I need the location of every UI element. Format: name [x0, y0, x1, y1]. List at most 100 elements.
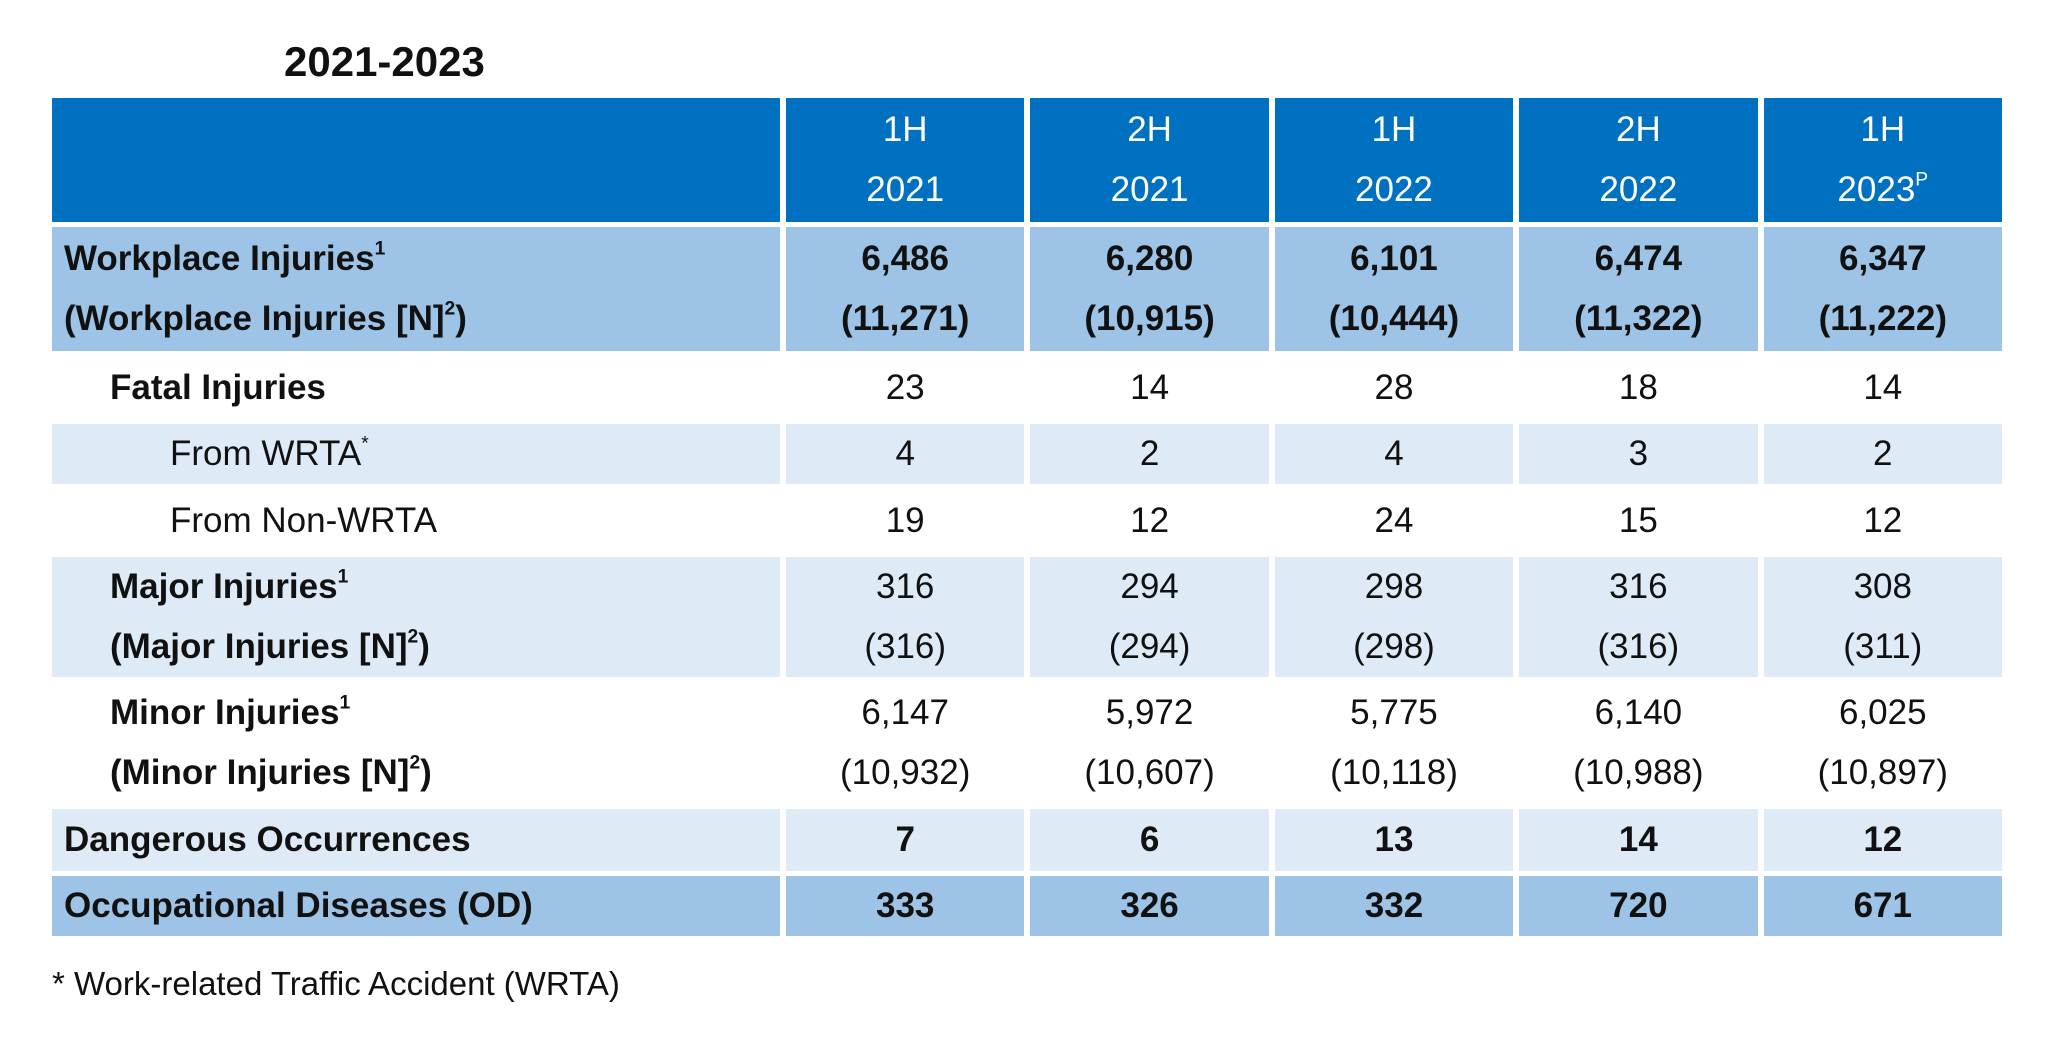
sublabel-superscript: 2 — [409, 752, 421, 774]
value-cell: 4 — [786, 424, 1025, 484]
column-period: 2H — [1127, 110, 1172, 149]
value-cell: 12 — [1030, 489, 1269, 552]
cell-value: 333 — [875, 886, 935, 925]
cell-value: 332 — [1364, 886, 1424, 925]
value-cell: 6,347 (11,222) — [1763, 227, 2002, 351]
cell-value: 316 — [1609, 567, 1668, 606]
row-label: From WRTA* — [52, 424, 780, 484]
value-cell: 15 — [1519, 489, 1758, 552]
cell-value: 308 — [1853, 567, 1912, 606]
label-text: From WRTA — [170, 434, 362, 473]
row-label: Dangerous Occurrences — [52, 809, 780, 871]
value-cell: 6,140 (10,988) — [1519, 682, 1758, 804]
table-head: 1H 2021 2H 2021 1H 2022 2H 2022 1H 2023P — [52, 98, 2002, 222]
header-row: 1H 2021 2H 2021 1H 2022 2H 2022 1H 2023P — [52, 98, 2002, 222]
label-text: Occupational Diseases (OD) — [64, 886, 533, 925]
value-cell: 671 — [1763, 876, 2002, 936]
cell-value: 6,474 — [1594, 239, 1683, 278]
cell-value: 12 — [1863, 500, 1903, 540]
cell-value: 23 — [885, 367, 925, 407]
value-cell: 6,280 (10,915) — [1030, 227, 1269, 351]
cell-value: 2 — [1873, 434, 1893, 473]
cell-value: 14 — [1130, 367, 1170, 407]
value-cell: 316 (316) — [1519, 557, 1758, 677]
row-label: Occupational Diseases (OD) — [52, 876, 780, 936]
cell-subvalue: (11,322) — [1574, 299, 1703, 338]
value-cell: 298 (298) — [1274, 557, 1514, 677]
cell-value: 12 — [1863, 820, 1903, 859]
label-text: Major Injuries — [110, 567, 338, 606]
table-row: From WRTA* 4 2 4 3 2 — [52, 424, 2002, 484]
cell-subvalue: (10,897) — [1817, 753, 1948, 792]
sublabel-text: (Minor Injuries [N] — [110, 753, 410, 792]
cell-value: 7 — [895, 820, 915, 859]
value-cell: 13 — [1274, 809, 1514, 871]
cell-value: 28 — [1374, 367, 1414, 407]
value-cell: 28 — [1274, 356, 1514, 419]
cell-value: 13 — [1374, 820, 1414, 859]
row-label: Major Injuries1 (Major Injuries [N]2) — [52, 557, 780, 677]
cell-subvalue: (316) — [864, 627, 947, 666]
value-cell: 14 — [1763, 356, 2002, 419]
cell-value: 4 — [1384, 434, 1404, 473]
row-label: Fatal Injuries — [52, 356, 780, 419]
label-superscript: 1 — [374, 238, 386, 260]
value-cell: 6 — [1030, 809, 1269, 871]
cell-value: 2 — [1139, 434, 1160, 473]
value-cell: 5,972 (10,607) — [1030, 682, 1269, 804]
label-text: Minor Injuries — [110, 693, 340, 732]
value-cell: 316 (316) — [786, 557, 1025, 677]
cell-value: 5,775 — [1350, 693, 1438, 732]
cell-value: 6,486 — [861, 239, 949, 278]
column-header: 2H 2021 — [1030, 98, 1269, 222]
cell-value: 6,280 — [1105, 239, 1194, 278]
sublabel-superscript: 2 — [407, 626, 419, 648]
cell-value: 12 — [1130, 500, 1170, 540]
cell-value: 294 — [1120, 567, 1179, 606]
sublabel-text: (Workplace Injuries [N] — [64, 299, 445, 338]
cell-value: 6 — [1139, 820, 1160, 859]
column-period: 2H — [1615, 110, 1661, 149]
cell-value: 24 — [1374, 500, 1414, 540]
value-cell: 14 — [1519, 809, 1758, 871]
data-table: 1H 2021 2H 2021 1H 2022 2H 2022 1H 2023P Workplac… — [46, 93, 2008, 941]
cell-subvalue: (311) — [1843, 627, 1923, 666]
cell-subvalue: (11,222) — [1818, 299, 1947, 338]
value-cell: 14 — [1030, 356, 1269, 419]
label-text: Dangerous Occurrences — [64, 820, 471, 859]
label-superscript: 1 — [337, 566, 349, 588]
table-body: Workplace Injuries1 (Workplace Injuries [… — [52, 227, 2002, 936]
column-superscript: P — [1915, 169, 1929, 191]
value-cell: 6,101 (10,444) — [1274, 227, 1514, 351]
value-cell: 24 — [1274, 489, 1514, 552]
value-cell: 6,025 (10,897) — [1763, 682, 2002, 804]
value-cell: 12 — [1763, 809, 2002, 871]
column-year: 2021 — [866, 170, 945, 209]
value-cell: 294 (294) — [1030, 557, 1269, 677]
label-text: Workplace Injuries — [64, 239, 375, 278]
table-row: Workplace Injuries1 (Workplace Injuries [… — [52, 227, 2002, 351]
cell-value: 720 — [1609, 886, 1668, 925]
cell-subvalue: (10,444) — [1328, 299, 1460, 338]
value-cell: 5,775 (10,118) — [1274, 682, 1514, 804]
row-label: Workplace Injuries1 (Workplace Injuries [… — [52, 227, 780, 351]
value-cell: 6,474 (11,322) — [1519, 227, 1758, 351]
cell-subvalue: (10,988) — [1573, 753, 1704, 792]
column-header: 2H 2022 — [1519, 98, 1758, 222]
table-row: From Non-WRTA 19 12 24 15 12 — [52, 489, 2002, 552]
cell-subvalue: (10,607) — [1084, 753, 1215, 792]
cell-value: 15 — [1618, 500, 1658, 540]
cell-value: 3 — [1628, 434, 1649, 473]
cell-value: 671 — [1853, 886, 1912, 925]
cell-value: 326 — [1120, 886, 1179, 925]
value-cell: 12 — [1763, 489, 2002, 552]
header-corner — [52, 98, 780, 222]
sublabel-end: ) — [418, 627, 430, 666]
column-period: 1H — [882, 110, 928, 149]
column-header: 1H 2022 — [1274, 98, 1514, 222]
cell-subvalue: (10,915) — [1084, 299, 1215, 338]
value-cell: 6,486 (11,271) — [786, 227, 1025, 351]
sublabel-superscript: 2 — [444, 298, 456, 320]
value-cell: 23 — [786, 356, 1025, 419]
